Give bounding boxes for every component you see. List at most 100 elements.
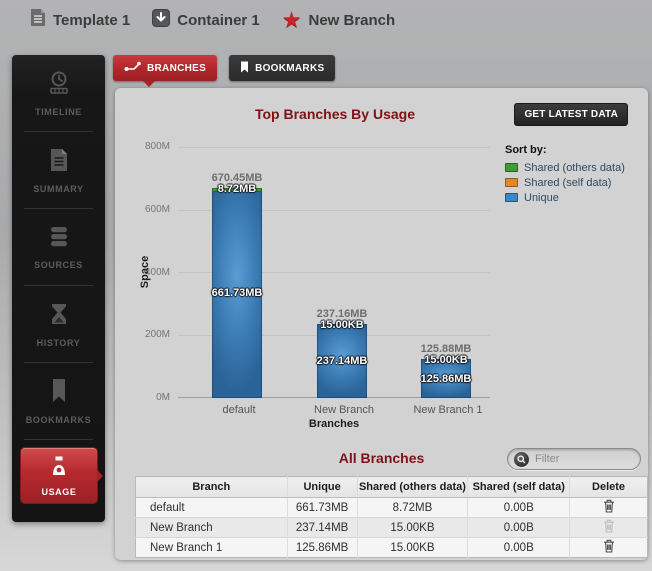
table-row: New Branch 1 125.86MB 15.00KB 0.00B — [135, 537, 648, 558]
sidebar-item-sources[interactable]: SOURCES — [12, 209, 105, 285]
breadcrumb-branch-label: New Branch — [308, 11, 396, 29]
bar-new-branch-1[interactable]: 15.00KB 125.86MB — [421, 354, 471, 398]
bar-unique-label: 237.14MB — [316, 355, 368, 367]
summary-icon — [47, 147, 71, 178]
sidebar-item-label: SUMMARY — [33, 183, 84, 194]
delete-branch-button[interactable] — [603, 499, 615, 513]
tab-branches-label: BRANCHES — [147, 62, 207, 74]
x-category: default — [222, 404, 256, 416]
legend-label: Shared (self data) — [524, 176, 612, 189]
breadcrumb-branch[interactable]: ★ New Branch — [281, 7, 396, 32]
y-tick: 200M — [144, 329, 170, 340]
sidebar-item-label: BOOKMARKS — [25, 414, 92, 425]
filter-box — [507, 448, 641, 470]
bar-shared-label: 15.00KB — [320, 319, 364, 331]
breadcrumb-container-label: Container 1 — [177, 11, 260, 29]
star-icon: ★ — [281, 7, 302, 32]
legend-label: Shared (others data) — [524, 161, 625, 174]
bar-new-branch[interactable]: 15.00KB 237.14MB — [317, 319, 367, 398]
table-row: New Branch 237.14MB 15.00KB 0.00B — [135, 517, 648, 538]
search-icon — [514, 451, 529, 467]
tab-bookmarks-label: BOOKMARKS — [255, 62, 325, 74]
timeline-icon — [46, 70, 72, 101]
legend-item-shared-self[interactable]: Shared (self data) — [505, 175, 625, 190]
bar-unique-label: 661.73MB — [211, 287, 263, 299]
y-axis-label: Space — [139, 255, 152, 289]
template-icon — [30, 8, 46, 32]
cell-branch: New Branch — [135, 517, 288, 538]
cell-branch: New Branch 1 — [135, 537, 288, 558]
sidebar-item-label: USAGE — [41, 487, 77, 497]
bar-total-label: 670.45MB — [211, 172, 263, 184]
x-category: New Branch 1 — [413, 404, 483, 416]
sidebar-divider — [24, 285, 93, 286]
tab-bookmarks[interactable]: BOOKMARKS — [229, 55, 336, 81]
legend-title: Sort by: — [505, 144, 547, 156]
sidebar-item-label: TIMELINE — [35, 106, 82, 117]
col-header-branch[interactable]: Branch — [135, 476, 288, 498]
sidebar-item-history[interactable]: HISTORY — [12, 286, 105, 362]
breadcrumb-container[interactable]: Container 1 — [152, 8, 260, 32]
bar-cap-shared-others — [212, 188, 262, 192]
bookmark-icon — [240, 61, 249, 76]
breadcrumb-template[interactable]: Template 1 — [30, 8, 130, 32]
bar-slot: 670.45MB 8.72MB 661.73MB — [212, 147, 262, 398]
gridline — [178, 147, 490, 148]
cell-shared-others: 15.00KB — [356, 537, 468, 558]
sidebar-divider — [24, 208, 93, 209]
legend-swatch-blue — [505, 193, 518, 202]
col-header-shared-self[interactable]: Shared (self data) — [467, 476, 570, 498]
history-icon — [46, 301, 72, 332]
bar-unique-label: 125.86MB — [420, 372, 472, 385]
chart-legend: Sort by: Shared (others data) Shared (se… — [505, 144, 625, 205]
tab-bar: BRANCHES BOOKMARKS — [113, 55, 336, 87]
col-header-unique[interactable]: Unique — [286, 476, 358, 498]
col-header-delete: Delete — [569, 476, 648, 498]
get-latest-data-button[interactable]: GET LATEST DATA — [514, 103, 628, 126]
sidebar-divider — [24, 439, 93, 440]
cell-shared-others: 8.72MB — [356, 497, 468, 518]
gridline — [178, 210, 490, 211]
delete-branch-button-disabled — [603, 519, 615, 533]
cell-shared-self: 0.00B — [467, 497, 570, 518]
col-header-shared-others[interactable]: Shared (others data) — [356, 476, 468, 498]
legend-item-unique[interactable]: Unique — [505, 190, 625, 205]
table-header-row: Branch Unique Shared (others data) Share… — [135, 476, 648, 498]
y-tick: 800M — [144, 141, 170, 152]
branch-icon — [124, 61, 141, 75]
legend-swatch-orange — [505, 178, 518, 187]
tab-branches[interactable]: BRANCHES — [113, 55, 218, 87]
delete-branch-button[interactable] — [603, 539, 615, 553]
breadcrumb-template-label: Template 1 — [53, 11, 131, 29]
bar-default[interactable]: 8.72MB 661.73MB — [212, 183, 262, 398]
sidebar-item-timeline[interactable]: TIMELINE — [12, 55, 105, 131]
cell-shared-others: 15.00KB — [356, 517, 468, 538]
legend-swatch-green — [505, 163, 518, 172]
legend-item-shared-others[interactable]: Shared (others data) — [505, 160, 625, 175]
y-tick: 600M — [144, 204, 170, 215]
cell-branch: default — [135, 497, 288, 518]
bar-shared-label: 15.00KB — [424, 354, 468, 366]
table-row: default 661.73MB 8.72MB 0.00B — [135, 497, 648, 518]
cell-unique: 661.73MB — [286, 497, 358, 518]
usage-panel: Top Branches By Usage GET LATEST DATA 80… — [115, 88, 648, 560]
cell-unique: 125.86MB — [286, 537, 358, 558]
chart-title: Top Branches By Usage — [254, 106, 415, 122]
sidebar-divider — [24, 131, 93, 132]
sidebar-divider — [24, 362, 93, 363]
bar-chart-plot: 670.45MB 8.72MB 661.73MB 237.16MB 15.00K… — [178, 147, 490, 398]
sidebar-item-usage[interactable]: USAGE — [20, 447, 103, 504]
sidebar: TIMELINE SUMMARY SOURCES HISTORY — [12, 55, 105, 522]
usage-weight-icon — [47, 454, 71, 483]
y-tick: 400M — [144, 267, 170, 278]
legend-label: Unique — [524, 191, 559, 204]
sidebar-item-summary[interactable]: SUMMARY — [12, 132, 105, 208]
container-icon — [152, 8, 171, 32]
filter-input[interactable] — [535, 453, 634, 465]
x-category: New Branch — [314, 404, 374, 416]
bar-slot: 125.88MB 15.00KB 125.86MB — [421, 147, 471, 398]
bar-total-label: 125.88MB — [420, 343, 472, 355]
sidebar-item-bookmarks[interactable]: BOOKMARKS — [12, 363, 105, 439]
bar-slot: 237.16MB 15.00KB 237.14MB — [317, 147, 367, 398]
